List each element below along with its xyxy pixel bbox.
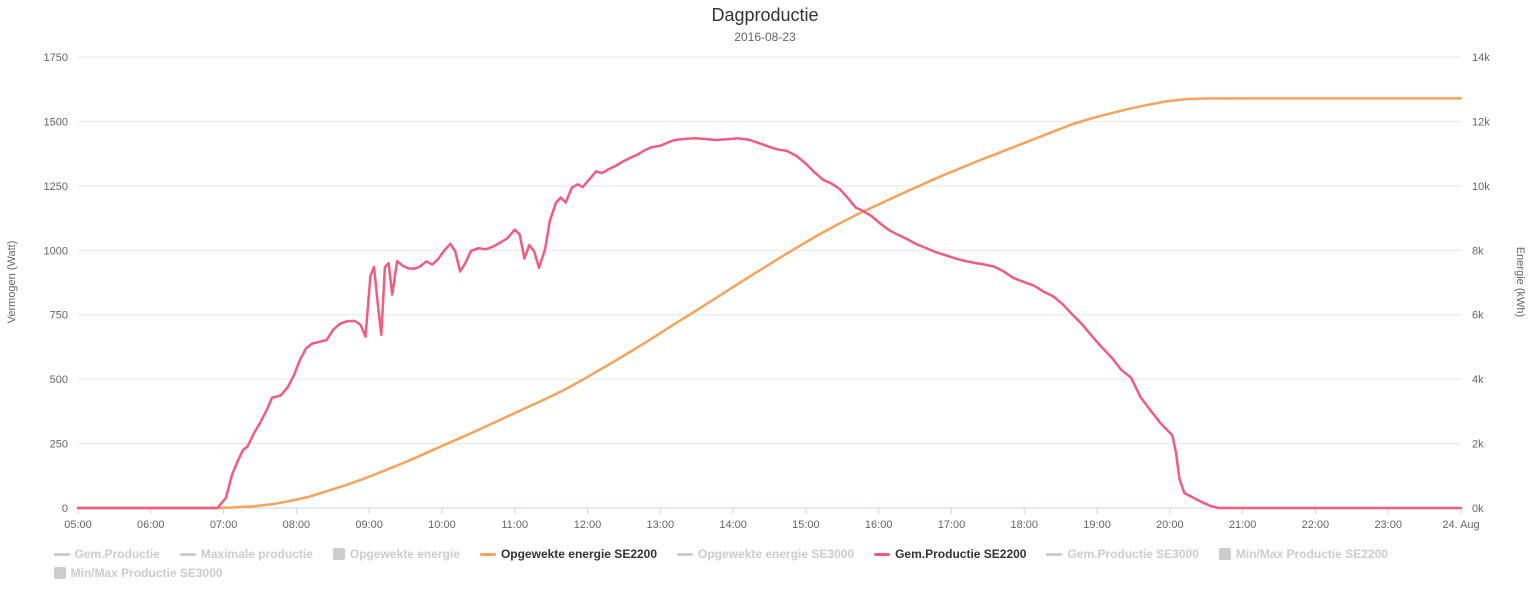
series-group bbox=[76, 97, 1463, 510]
legend-item-min-max-productie-se3000[interactable]: Min/Max Productie SE3000 bbox=[53, 565, 223, 581]
x-axis-label: 24. Aug bbox=[1442, 519, 1479, 531]
x-axis-label: 12:00 bbox=[574, 519, 602, 531]
series-line-opgewekte-energie-se2200 bbox=[76, 97, 1463, 510]
legend-item-opgewekte-energie[interactable]: Opgewekte energie bbox=[332, 546, 460, 562]
legend-item-label: Opgewekte energie bbox=[349, 547, 460, 561]
series-line-gem-productie-se2200 bbox=[76, 136, 1463, 510]
y-axis-left-label: 0 bbox=[62, 503, 68, 515]
x-axis-label: 13:00 bbox=[647, 519, 675, 531]
legend-line-symbol-icon bbox=[874, 552, 891, 556]
x-axis-label: 20:00 bbox=[1156, 519, 1184, 531]
y-axis-right-labels: 0k 2k 4k 6k 8k 10k 12k 14k bbox=[1472, 52, 1490, 515]
legend-item-label: Opgewekte energie SE2200 bbox=[500, 547, 658, 561]
y-axis-left-title: Vermogen (Watt) bbox=[6, 241, 18, 324]
legend-item-min-max-productie-se2200[interactable]: Min/Max Productie SE2200 bbox=[1218, 546, 1388, 562]
x-axis-label: 14:00 bbox=[719, 519, 747, 531]
x-axis: 05:00 06:00 07:00 08:00 09:00 10:00 11:00 12:00… bbox=[64, 507, 1480, 531]
chart-canvas: Dagproductie 2016-08-23 05:00 06:00 07:00 0… bbox=[6, 5, 1526, 531]
chart-title: Dagproductie bbox=[711, 5, 818, 25]
x-axis-label: 23:00 bbox=[1374, 519, 1402, 531]
legend-line-symbol-icon bbox=[53, 552, 70, 556]
y-axis-right-label: 2k bbox=[1472, 439, 1484, 451]
y-axis-left-label: 1500 bbox=[44, 116, 68, 128]
legend-line-symbol-icon bbox=[677, 552, 694, 556]
gridlines bbox=[78, 56, 1461, 509]
legend-item-label: Min/Max Productie SE3000 bbox=[70, 566, 223, 580]
legend-item-label: Min/Max Productie SE2200 bbox=[1235, 547, 1388, 561]
x-axis-label: 11:00 bbox=[501, 519, 528, 531]
chart-legend: Gem.Productie Maximale productie Opgewekte… bbox=[53, 546, 1478, 581]
y-axis-right-label: 6k bbox=[1472, 310, 1484, 322]
legend-item-label: Gem.Productie bbox=[74, 547, 160, 561]
legend-item-gem-productie-se2200[interactable]: Gem.Productie SE2200 bbox=[874, 546, 1026, 562]
y-axis-right-title: Energie (kWh) bbox=[1514, 247, 1526, 317]
x-axis-label: 10:00 bbox=[428, 519, 456, 531]
legend-item-gem-productie[interactable]: Gem.Productie bbox=[53, 546, 160, 562]
x-axis-label: 06:00 bbox=[137, 519, 165, 531]
y-axis-left-label: 1750 bbox=[44, 52, 68, 64]
x-axis-label: 21:00 bbox=[1229, 519, 1257, 531]
y-axis-left-label: 750 bbox=[50, 310, 68, 322]
legend-item-label: Maximale productie bbox=[200, 547, 313, 561]
legend-square-symbol-icon bbox=[332, 548, 345, 560]
legend-item-opgewekte-energie-se3000[interactable]: Opgewekte energie SE3000 bbox=[677, 546, 854, 562]
x-axis-label: 19:00 bbox=[1083, 519, 1111, 531]
legend-item-label: Opgewekte energie SE3000 bbox=[698, 547, 855, 561]
y-axis-left-label: 250 bbox=[50, 439, 68, 451]
y-axis-left-label: 1250 bbox=[44, 181, 68, 193]
legend-square-symbol-icon bbox=[1218, 548, 1231, 560]
x-axis-label: 18:00 bbox=[1010, 519, 1038, 531]
legend-item-maximale-productie[interactable]: Maximale productie bbox=[179, 546, 313, 562]
y-axis-right-label: 14k bbox=[1472, 52, 1490, 64]
legend-item-label: Gem.Productie SE3000 bbox=[1067, 547, 1199, 561]
legend-line-symbol-icon bbox=[1046, 552, 1063, 556]
legend-line-symbol-icon bbox=[479, 552, 496, 556]
y-axis-right-label: 4k bbox=[1472, 374, 1484, 386]
y-axis-left-label: 500 bbox=[50, 374, 68, 386]
y-axis-left-labels: 0 250 500 750 1000 1250 1500 1750 bbox=[44, 52, 68, 515]
y-axis-right-label: 0k bbox=[1472, 503, 1484, 515]
y-axis-left-label: 1000 bbox=[44, 245, 68, 257]
x-axis-label: 17:00 bbox=[938, 519, 966, 531]
legend-item-label: Gem.Productie SE2200 bbox=[895, 547, 1027, 561]
x-axis-label: 05:00 bbox=[64, 519, 92, 531]
legend-item-gem-productie-se3000[interactable]: Gem.Productie SE3000 bbox=[1046, 546, 1199, 562]
y-axis-right-label: 10k bbox=[1472, 181, 1490, 193]
legend-line-symbol-icon bbox=[179, 552, 196, 556]
x-axis-label: 07:00 bbox=[210, 519, 238, 531]
y-axis-right-label: 8k bbox=[1472, 245, 1484, 257]
x-axis-label: 08:00 bbox=[283, 519, 311, 531]
x-axis-label: 22:00 bbox=[1302, 519, 1330, 531]
x-axis-label: 15:00 bbox=[792, 519, 820, 531]
chart-subtitle: 2016-08-23 bbox=[734, 30, 796, 44]
legend-item-opgewekte-energie-se2200[interactable]: Opgewekte energie SE2200 bbox=[479, 546, 658, 562]
y-axis-right-label: 12k bbox=[1472, 116, 1490, 128]
x-axis-label: 16:00 bbox=[865, 519, 893, 531]
x-axis-label: 09:00 bbox=[355, 519, 383, 531]
legend-square-symbol-icon bbox=[53, 567, 66, 579]
